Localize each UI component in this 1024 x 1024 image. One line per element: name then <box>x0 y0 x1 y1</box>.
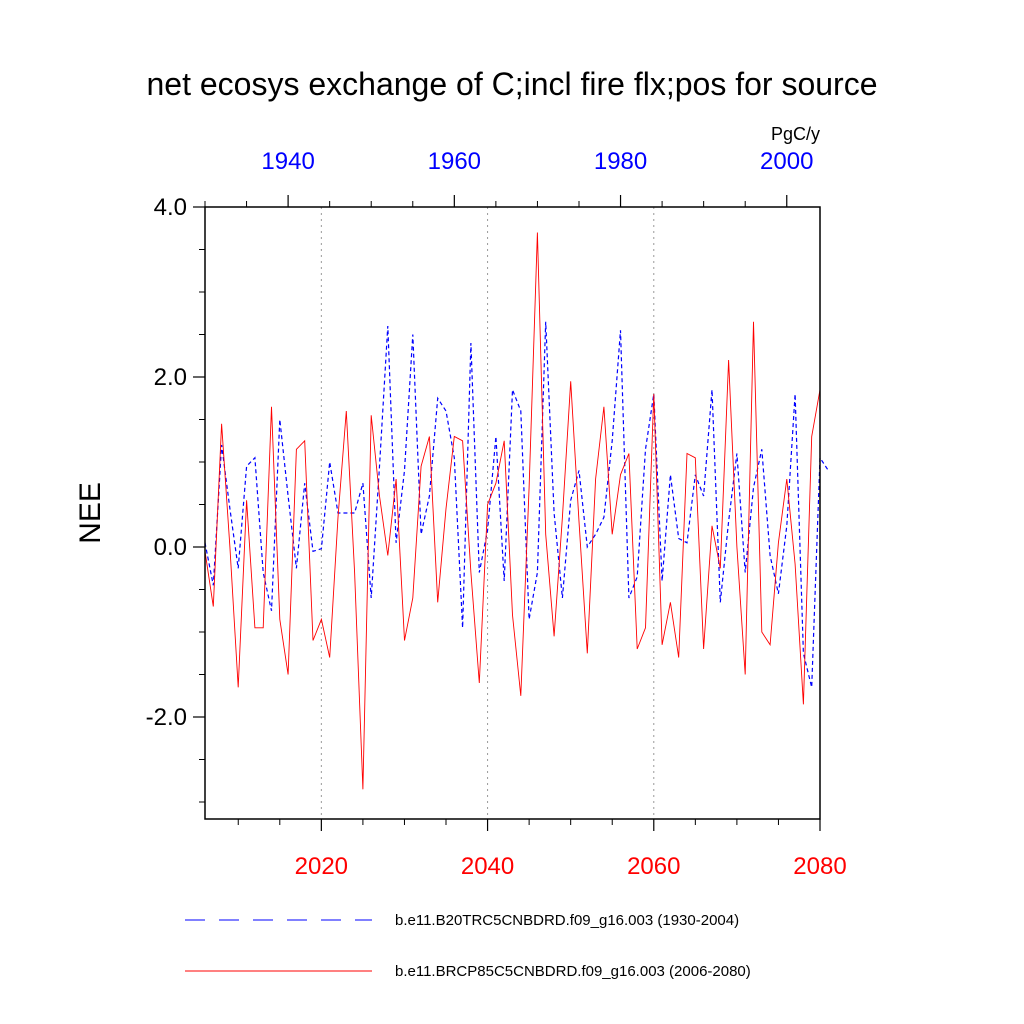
units-label: PgC/y <box>771 124 820 144</box>
plot-frame <box>204 206 821 820</box>
series-lines <box>204 232 829 790</box>
y-axis-label: NEE <box>74 482 107 544</box>
x-bottom-tick-label: 2040 <box>461 853 514 880</box>
x-top-tick-label: 1960 <box>428 148 481 175</box>
series-line-rcp85 <box>204 232 821 790</box>
y-tick-label: 4.0 <box>154 194 187 221</box>
axes: -2.0 0.0 2.0 4.0 2020 2040 2060 2080 1940 1960 198… <box>146 148 847 880</box>
series-line-historical <box>204 321 829 688</box>
x-top-tick-label: 1940 <box>261 148 314 175</box>
x-bottom-tick-label: 2060 <box>627 853 680 880</box>
legend: b.e11.B20TRC5CNBDRD.f09_g16.003 (1930-20… <box>185 912 751 980</box>
y-tick-label: 0.0 <box>154 534 187 561</box>
legend-entry-rcp85: b.e11.BRCP85C5CNBDRD.f09_g16.003 (2006-2… <box>395 963 751 980</box>
x-bottom-tick-label: 2080 <box>793 853 846 880</box>
x-bottom-tick-label: 2020 <box>295 853 348 880</box>
legend-entry-historical: b.e11.B20TRC5CNBDRD.f09_g16.003 (1930-20… <box>395 912 739 929</box>
x-top-tick-label: 1980 <box>594 148 647 175</box>
y-tick-label: -2.0 <box>146 704 187 731</box>
x-top-tick-label: 2000 <box>760 148 813 175</box>
y-tick-label: 2.0 <box>154 364 187 391</box>
chart-title: net ecosys exchange of C;incl fire flx;p… <box>146 66 877 102</box>
